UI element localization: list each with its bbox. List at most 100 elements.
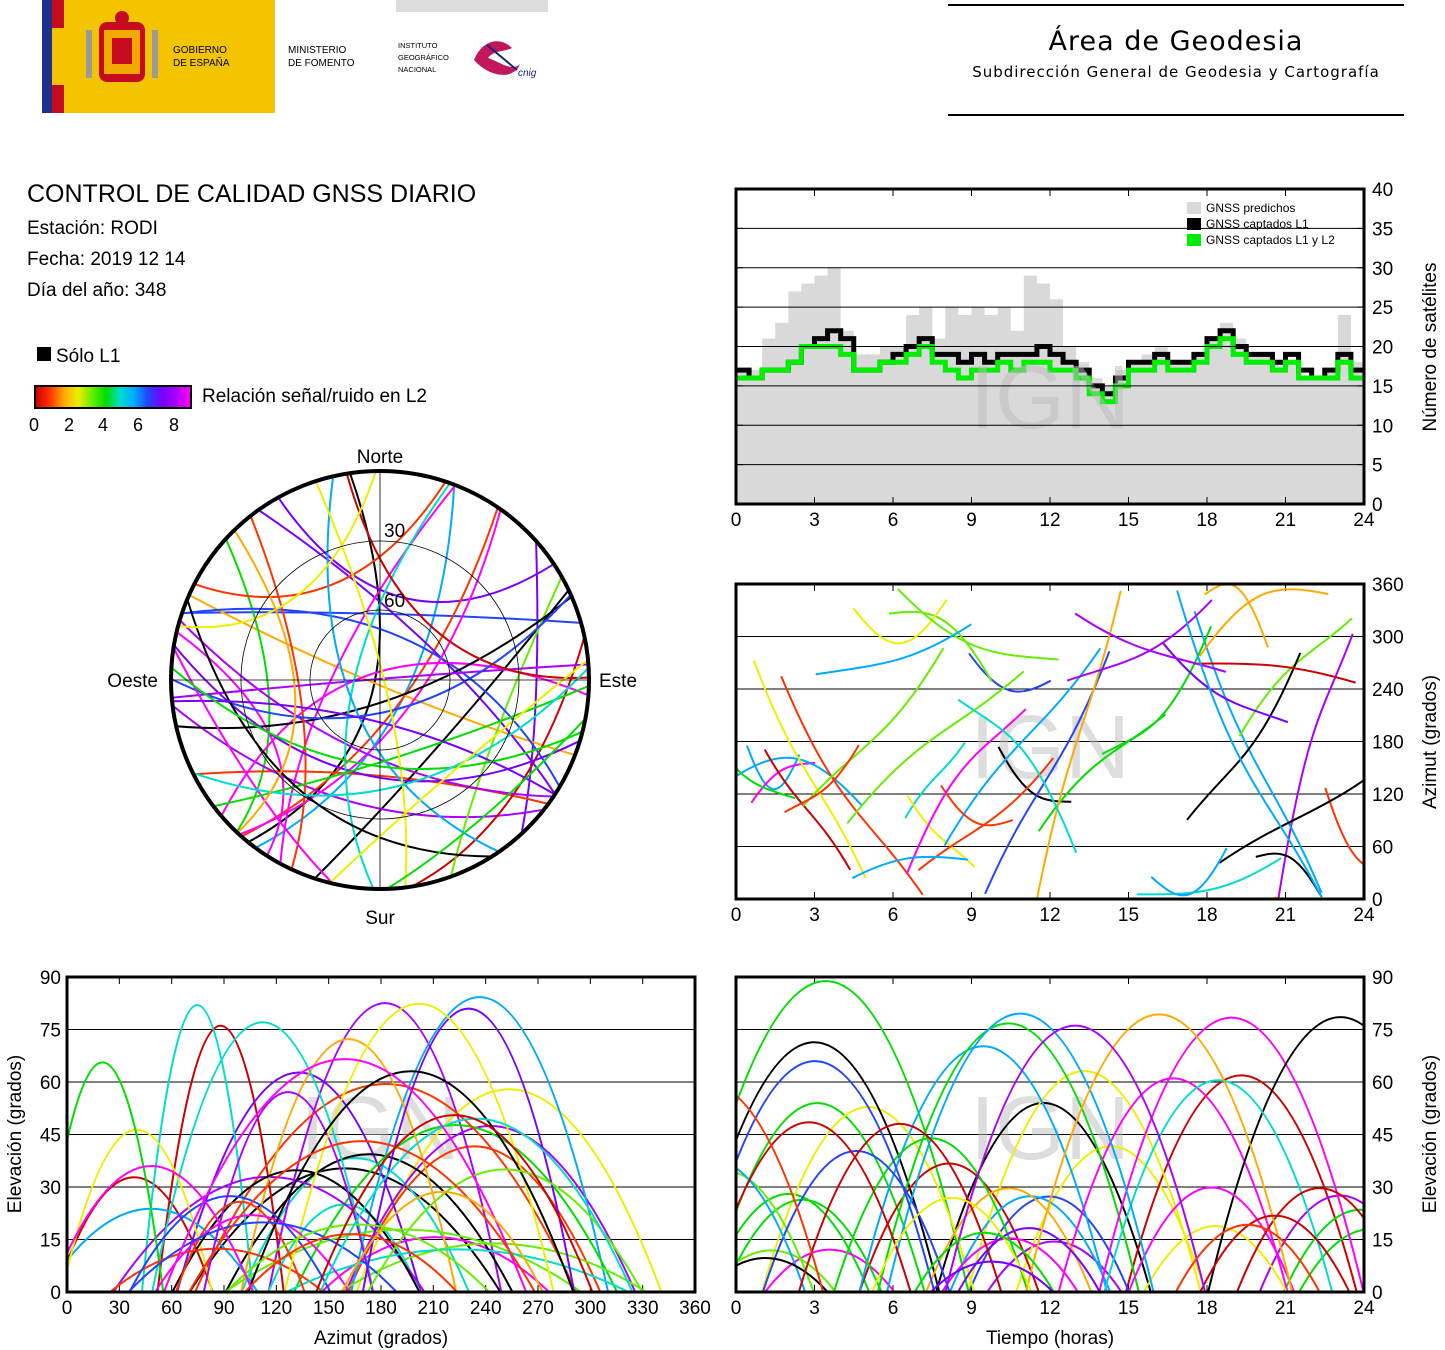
skyplot-tracks	[171, 471, 589, 889]
satellite-track	[736, 1249, 837, 1292]
x-tick-label: 6	[888, 1298, 899, 1319]
satellite-track	[315, 1114, 594, 1292]
y-tick-label: 90	[40, 968, 61, 989]
y-tick-label: 45	[40, 1126, 61, 1147]
satellite-track	[171, 666, 583, 770]
legend-entry: GNSS captados L1 y L2	[1206, 233, 1335, 247]
legend-swatch	[1187, 202, 1201, 214]
satellite-track	[202, 1091, 374, 1292]
satellite-track	[67, 1165, 254, 1292]
satellite-track	[1193, 610, 1323, 894]
satellite-track	[815, 623, 972, 676]
satellite-track	[761, 1150, 951, 1292]
doy-label: Día del año: 348	[27, 280, 167, 301]
satellite-track	[233, 529, 297, 834]
satellite-track	[171, 663, 589, 699]
satellite-track	[1277, 633, 1354, 899]
x-tick-label: 9	[966, 905, 977, 926]
azimuth-time-frame	[734, 582, 1366, 901]
y-tick-label: 60	[1372, 838, 1393, 859]
watermark: IGN	[970, 348, 1130, 448]
x-tick-label: 3	[809, 1298, 820, 1319]
satellite-track	[176, 595, 573, 730]
x-tick-label: 0	[731, 905, 742, 926]
satellite-track	[1161, 641, 1289, 724]
x-tick-label: 12	[1039, 905, 1060, 926]
x-tick-label: 90	[213, 1298, 234, 1319]
satellite-track	[249, 515, 307, 870]
satellite-track	[293, 1124, 618, 1292]
satellite-track	[802, 647, 945, 807]
header-logos: GOBIERNO DE ESPAÑA MINISTERIO DE FOMENTO…	[42, 0, 548, 113]
y-tick-label: 5	[1372, 456, 1383, 477]
l1-swatch	[37, 347, 51, 361]
satellite-track	[341, 1190, 544, 1292]
satellite-track	[852, 599, 948, 645]
flag-yellow	[52, 0, 64, 113]
elevation-time-frame	[734, 975, 1366, 1294]
x-tick-label: 3	[809, 510, 820, 531]
satellite-track	[736, 756, 863, 806]
y-tick-label: 60	[1372, 1073, 1393, 1094]
satellite-track	[182, 611, 582, 624]
satellite-track	[858, 1045, 1108, 1292]
y-tick-label: 40	[1372, 180, 1393, 201]
ign-logo-icon	[474, 41, 520, 75]
ign-line1: INSTITUTO	[398, 41, 438, 50]
satellite-track	[313, 589, 570, 880]
satellite-track	[871, 1197, 1033, 1292]
satellite-track	[177, 471, 377, 629]
satellite-track	[350, 996, 610, 1292]
satellite-track	[1176, 590, 1323, 898]
satellite-track	[736, 1121, 912, 1292]
satellite-track	[1101, 625, 1212, 755]
satellite-track	[1015, 1145, 1207, 1292]
satellite-track	[1174, 1223, 1321, 1292]
snr-colorbar	[34, 385, 192, 409]
satellite-track	[736, 766, 796, 800]
x-tick-label: 330	[627, 1298, 659, 1319]
satellite-track	[966, 1070, 1202, 1292]
snr-colorbar-label: Relación señal/ruido en L2	[202, 386, 427, 407]
satellite-track	[736, 1193, 871, 1292]
skyplot-west-label: Oeste	[107, 671, 158, 692]
y-tick-label: 180	[1372, 733, 1404, 754]
satellite-track	[925, 1187, 1093, 1292]
satellite-track	[449, 576, 563, 877]
satellite-track	[156, 1024, 285, 1292]
satellite-track	[188, 1140, 536, 1292]
satellites-legend: GNSS predichos GNSS captados L1 GNSS capta…	[1187, 201, 1335, 247]
satellites-ylabel: Número de satélites	[1420, 263, 1441, 432]
y-tick-label: 75	[1372, 1021, 1393, 1042]
satellite-track	[1204, 584, 1269, 648]
satellite-track	[1207, 1016, 1364, 1292]
y-tick-label: 45	[1372, 1126, 1393, 1147]
satellite-track	[957, 698, 1078, 854]
satellite-track	[876, 1022, 1140, 1292]
date-label: Fecha: 2019 12 14	[27, 249, 186, 270]
satellite-track	[1136, 857, 1282, 896]
skyplot-ring-label-30: 30	[384, 521, 405, 542]
snr-tick: 2	[64, 415, 75, 435]
area-subtitle: Subdirección General de Geodesia y Carto…	[972, 63, 1380, 81]
x-tick-label: 24	[1353, 905, 1375, 926]
satellite-track	[267, 1002, 503, 1292]
x-tick-label: 21	[1275, 510, 1296, 531]
azimuth-time-ylabel: Azimut (grados)	[1420, 675, 1441, 809]
x-tick-label: 6	[888, 905, 899, 926]
x-tick-label: 24	[1353, 1298, 1375, 1319]
elevation-azimuth-ylabel: Elevación (grados)	[5, 1055, 26, 1213]
satellite-track	[247, 1070, 575, 1292]
satellite-track	[1282, 1208, 1364, 1292]
y-tick-label: 25	[1372, 298, 1393, 319]
gov-line1: GOBIERNO	[173, 45, 227, 56]
satellite-track	[179, 619, 554, 798]
satellite-track	[151, 1021, 375, 1292]
x-tick-label: 30	[109, 1298, 130, 1319]
satellite-track	[192, 667, 589, 797]
satellite-track	[1194, 662, 1356, 684]
satellite-track	[968, 652, 1052, 693]
gov-line2: DE ESPAÑA	[173, 56, 230, 69]
x-tick-label: 60	[161, 1298, 182, 1319]
satellite-track	[1066, 599, 1213, 682]
